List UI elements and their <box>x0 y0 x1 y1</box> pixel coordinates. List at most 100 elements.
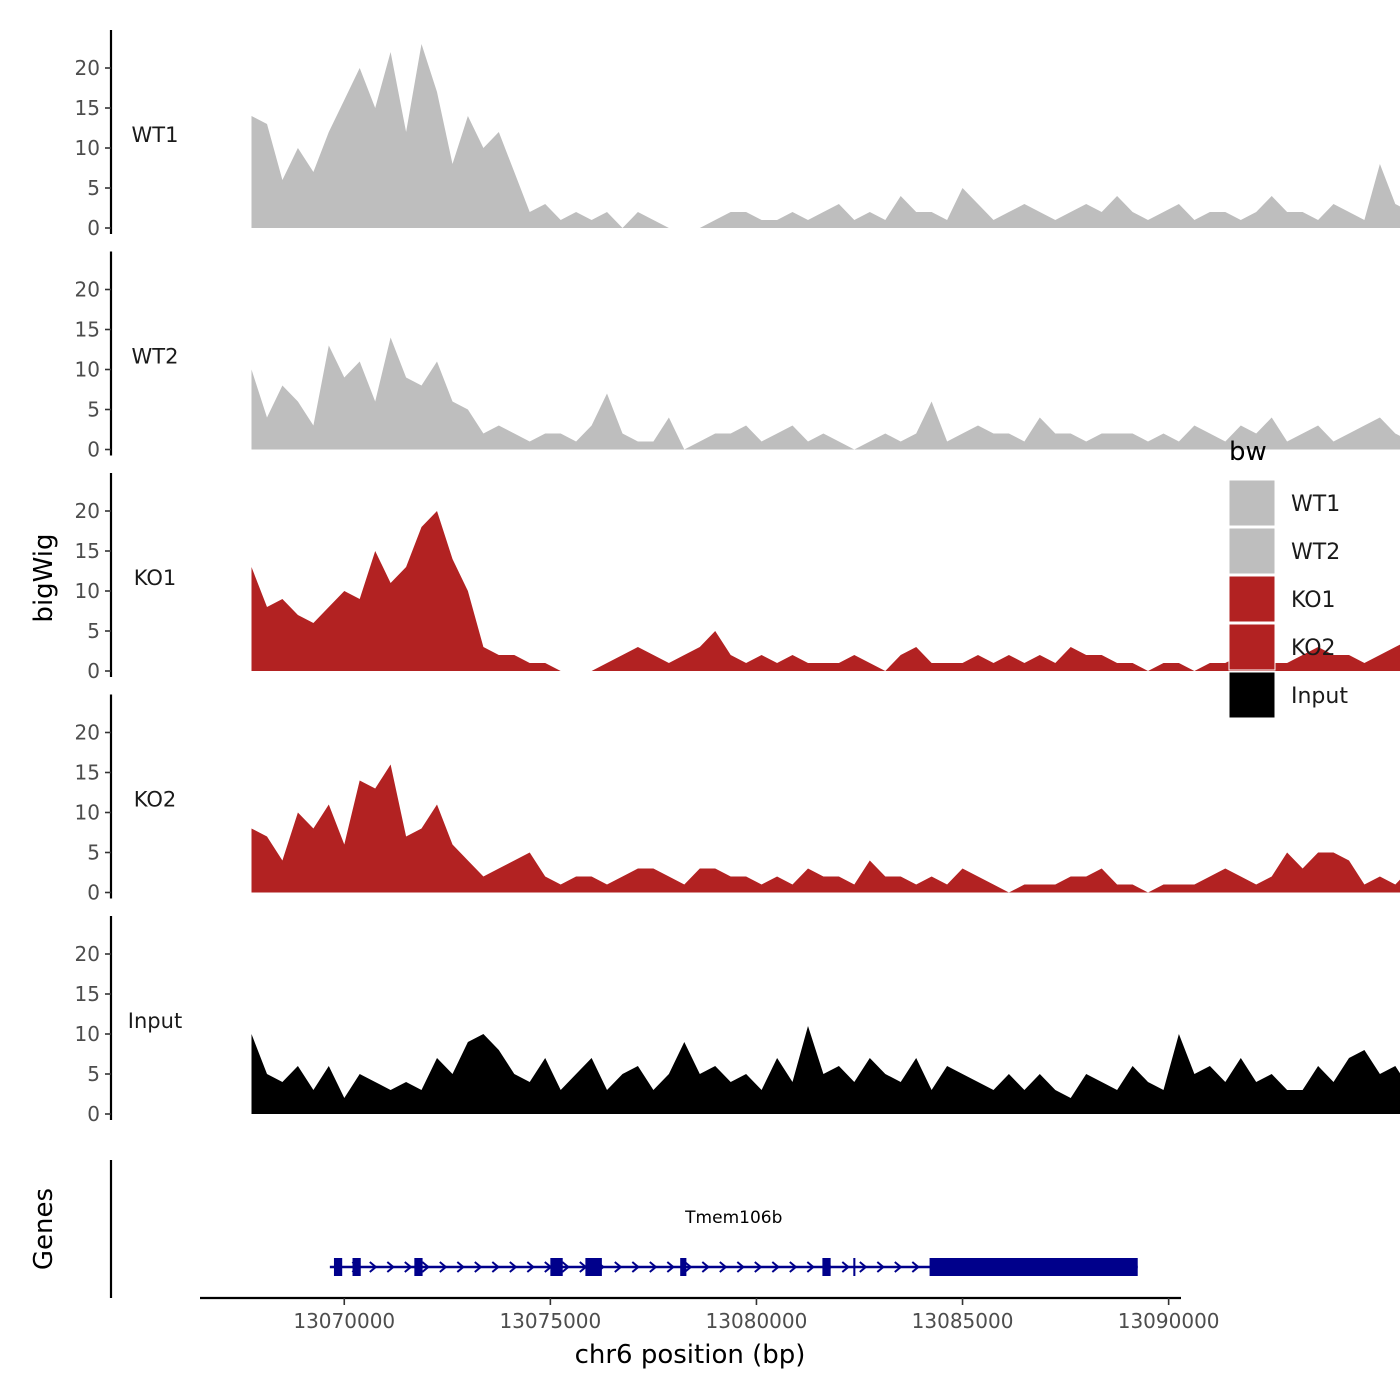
legend: bw WT1 WT2 KO1 KO2 Input <box>1228 437 1348 719</box>
y-tick-label: 0 <box>87 438 100 462</box>
strand-chevron <box>509 1261 518 1273</box>
track-label-ko2: KO2 <box>134 788 177 812</box>
strand-chevron <box>771 1261 780 1273</box>
y-tick-label: 5 <box>87 619 100 643</box>
coverage-area-ko1 <box>251 511 1400 671</box>
gene-label: Tmem106b <box>684 1208 782 1228</box>
genes-axis-title: Genes <box>29 1188 59 1270</box>
strand-chevron <box>456 1261 465 1273</box>
y-tick-label: 10 <box>75 136 100 160</box>
x-tick-label: 13085000 <box>912 1309 1014 1333</box>
x-tick-label: 13070000 <box>293 1309 395 1333</box>
y-tick-label: 20 <box>75 721 100 745</box>
strand-chevron <box>754 1261 763 1273</box>
y-tick-label: 10 <box>75 1022 100 1046</box>
strand-chevron <box>894 1261 903 1273</box>
y-tick-label: 0 <box>87 1102 100 1126</box>
y-tick-label: 15 <box>75 761 100 785</box>
legend-swatch-ko2 <box>1228 623 1276 671</box>
exon <box>680 1258 687 1276</box>
y-tick-label: 5 <box>87 1062 100 1086</box>
legend-label-ko1: KO1 <box>1291 588 1336 613</box>
strand-chevron <box>701 1261 710 1273</box>
exon <box>929 1258 1138 1276</box>
x-axis-title: chr6 position (bp) <box>575 1340 806 1370</box>
track-label-wt1: WT1 <box>132 123 179 147</box>
legend-label-ko2: KO2 <box>1291 636 1336 661</box>
y-tick-label: 20 <box>75 278 100 302</box>
panel-ko2: 0 5 10 15 20 KO2 <box>75 694 1400 905</box>
panel-input: 0 5 10 15 20 Input <box>75 916 1400 1126</box>
strand-chevron <box>439 1261 448 1273</box>
strand-chevron <box>404 1261 413 1273</box>
strand-chevron <box>666 1261 675 1273</box>
y-tick-label: 10 <box>75 801 100 825</box>
coverage-panels: 0 5 10 15 20 WT1 0 5 10 15 20 WT2 0 5 10 15 20 KO1 0 5 10 15 2… <box>75 30 1400 1126</box>
strand-chevron <box>474 1261 483 1273</box>
strand-chevron <box>719 1261 728 1273</box>
strand-chevron <box>736 1261 745 1273</box>
legend-swatch-ko1 <box>1228 575 1276 623</box>
y-tick-label: 20 <box>75 499 100 523</box>
exon <box>333 1258 343 1276</box>
legend-label-wt2: WT2 <box>1291 540 1340 565</box>
strand-chevron <box>614 1261 623 1273</box>
y-tick-label: 15 <box>75 539 100 563</box>
legend-label-input: Input <box>1291 684 1348 709</box>
strand-chevron <box>491 1261 500 1273</box>
coverage-area-wt1 <box>251 44 1400 228</box>
strand-chevron <box>526 1261 535 1273</box>
y-tick-label: 20 <box>75 942 100 966</box>
genes-track: Genes Tmem106b <box>29 1160 1138 1298</box>
exon <box>550 1258 563 1276</box>
x-tick-label: 13080000 <box>706 1309 808 1333</box>
exon <box>585 1258 602 1276</box>
coverage-area-wt2 <box>251 337 1400 450</box>
legend-label-wt1: WT1 <box>1291 492 1340 517</box>
strand-chevron <box>561 1261 570 1273</box>
strand-chevron <box>386 1261 395 1273</box>
x-axis: 13070000 13075000 13080000 13085000 13090000 <box>200 1296 1220 1333</box>
y-tick-label: 15 <box>75 982 100 1006</box>
x-tick-label: 13090000 <box>1118 1309 1220 1333</box>
strand-chevron <box>789 1261 798 1273</box>
strand-chevron <box>806 1261 815 1273</box>
track-label-ko1: KO1 <box>134 566 177 590</box>
y-tick-label: 5 <box>87 398 100 422</box>
y-tick-label: 15 <box>75 96 100 120</box>
y-tick-label: 15 <box>75 318 100 342</box>
x-tick-label: 13075000 <box>499 1309 601 1333</box>
panel-wt2: 0 5 10 15 20 WT2 <box>75 251 1400 462</box>
y-axis-title: bigWig <box>29 533 59 622</box>
coverage-area-input <box>251 1026 1400 1114</box>
gene-model <box>329 1258 1138 1276</box>
y-tick-label: 0 <box>87 881 100 905</box>
legend-swatch-input <box>1228 671 1276 719</box>
track-label-input: Input <box>128 1009 182 1033</box>
exon <box>352 1258 361 1276</box>
coverage-area-ko2 <box>251 764 1400 893</box>
y-tick-label: 10 <box>75 579 100 603</box>
y-tick-label: 0 <box>87 216 100 240</box>
legend-swatch-wt2 <box>1228 527 1276 575</box>
exon <box>414 1258 423 1276</box>
y-tick-label: 0 <box>87 659 100 683</box>
panel-wt1: 0 5 10 15 20 WT1 <box>75 30 1400 240</box>
legend-title: bw <box>1229 437 1267 467</box>
strand-chevron <box>876 1261 885 1273</box>
strand-chevron <box>631 1261 640 1273</box>
exon <box>853 1258 856 1276</box>
strand-chevron <box>911 1261 920 1273</box>
y-tick-label: 5 <box>87 841 100 865</box>
panel-ko1: 0 5 10 15 20 KO1 <box>75 473 1400 683</box>
legend-swatch-wt1 <box>1228 479 1276 527</box>
strand-chevron <box>684 1261 693 1273</box>
exon <box>822 1258 831 1276</box>
y-tick-label: 20 <box>75 56 100 80</box>
strand-chevron <box>369 1261 378 1273</box>
y-tick-label: 5 <box>87 176 100 200</box>
y-tick-label: 10 <box>75 358 100 382</box>
strand-chevron <box>841 1261 850 1273</box>
track-label-wt2: WT2 <box>132 345 179 369</box>
